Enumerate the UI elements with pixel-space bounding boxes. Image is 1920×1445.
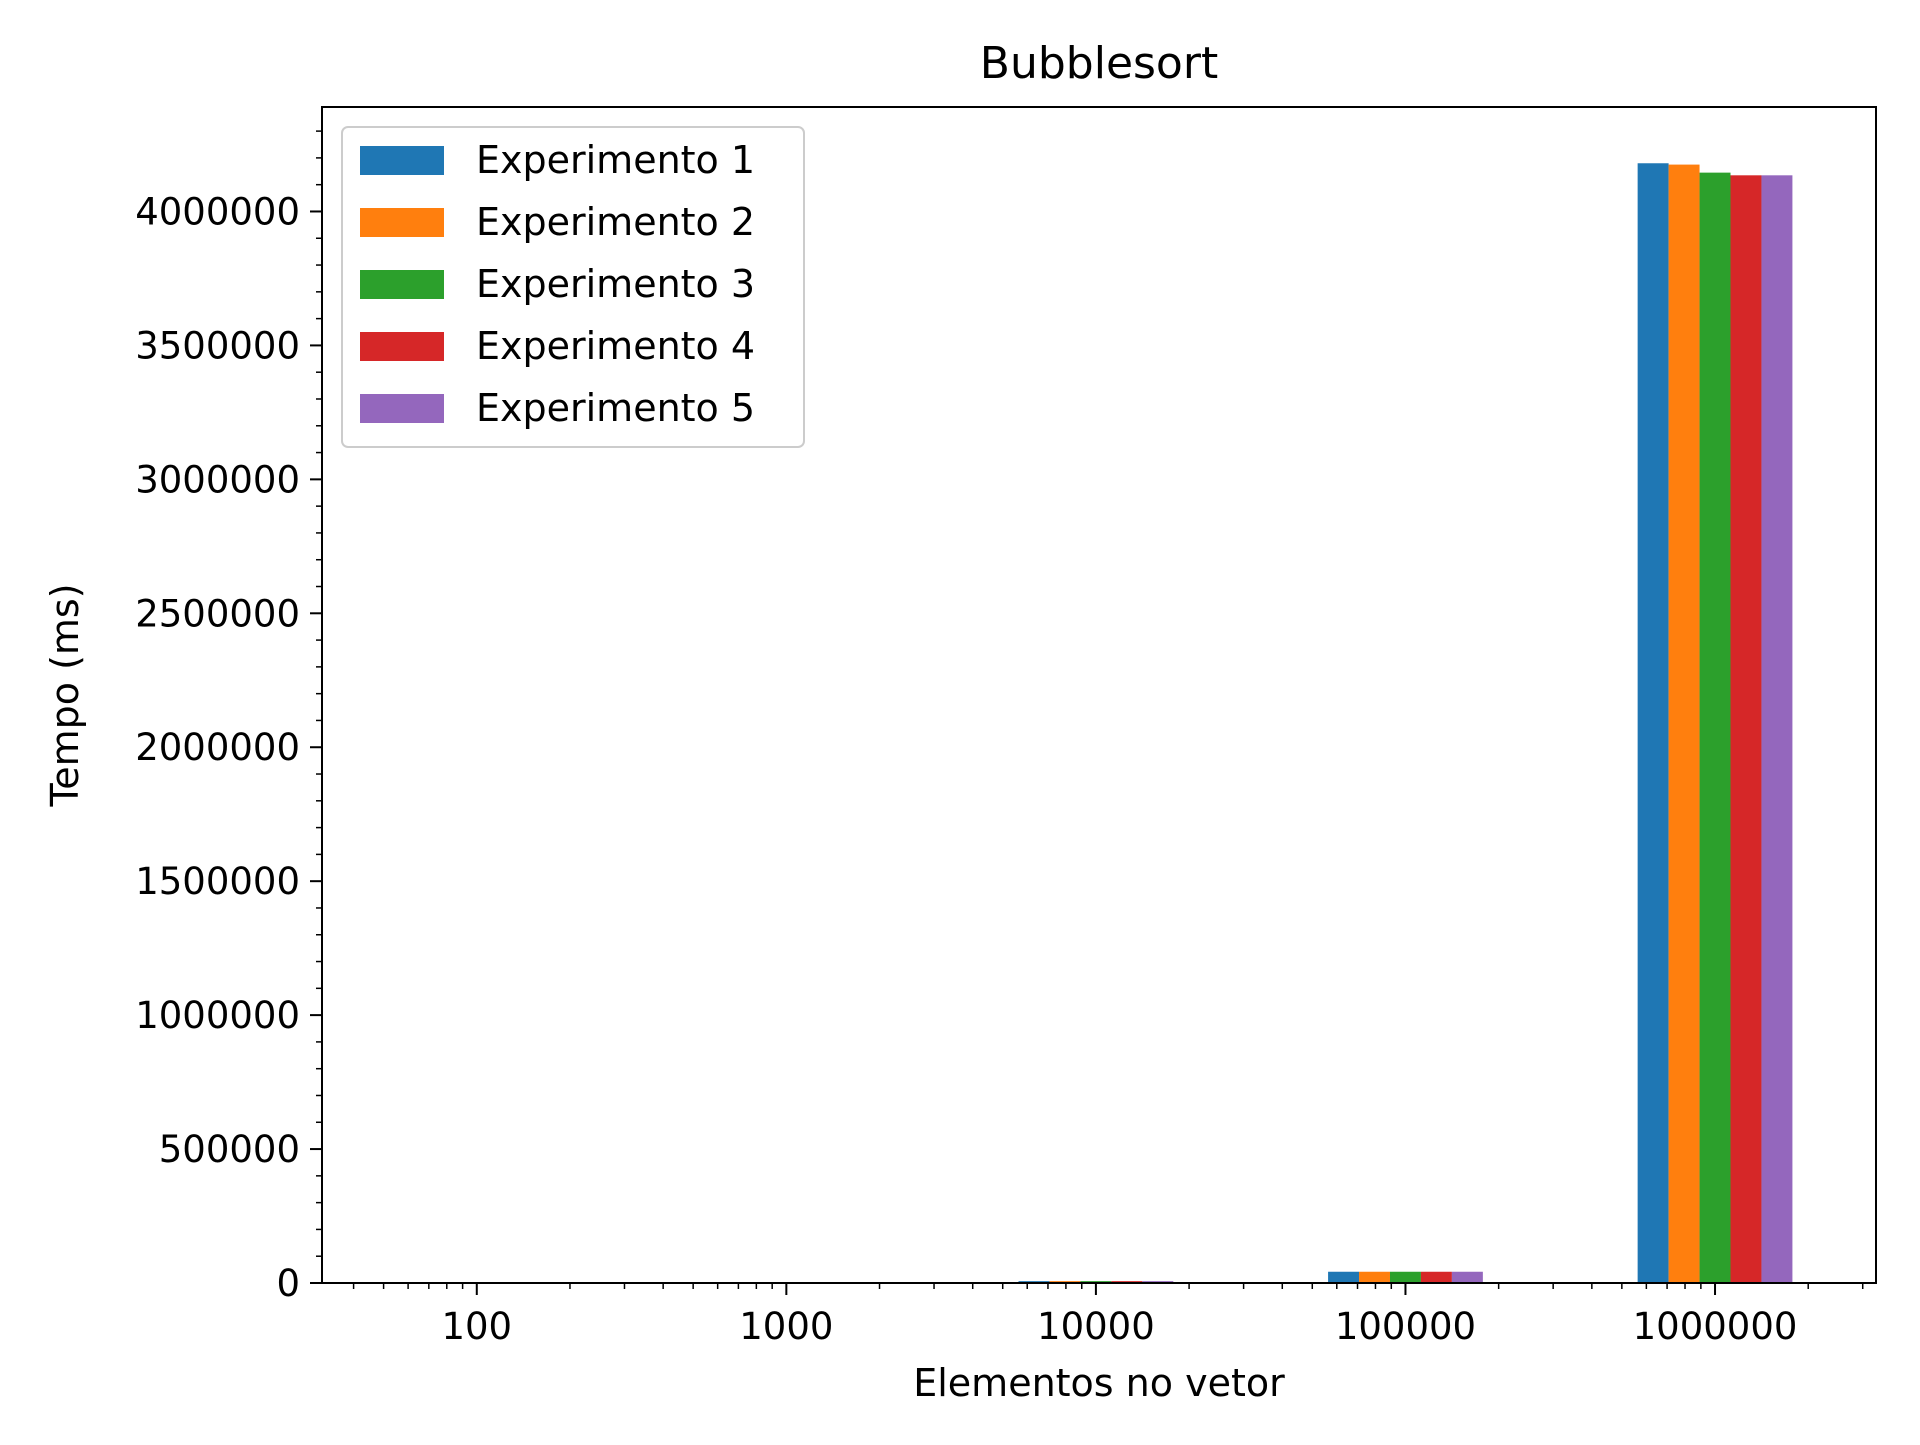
legend-swatch-1 — [360, 146, 444, 175]
bar-100000-series-4 — [1421, 1272, 1452, 1283]
y-tick-label: 3000000 — [135, 458, 300, 501]
x-tick-label: 1000 — [739, 1305, 833, 1348]
y-tick-label: 500000 — [159, 1128, 300, 1171]
y-axis-label: Tempo (ms) — [43, 583, 87, 807]
bar-1000000-series-5 — [1761, 175, 1792, 1283]
y-tick-label: 3500000 — [135, 324, 300, 367]
y-tick-label: 1500000 — [135, 860, 300, 903]
y-tick-label: 2000000 — [135, 726, 300, 769]
legend-label-1: Experimento 1 — [476, 138, 755, 182]
x-tick-label: 1000000 — [1633, 1305, 1798, 1348]
x-tick-label: 100000 — [1335, 1305, 1476, 1348]
legend-label-3: Experimento 3 — [476, 262, 755, 306]
bar-1000000-series-4 — [1731, 175, 1762, 1283]
legend: Experimento 1 Experimento 2 Experimento 3 E… — [342, 127, 804, 447]
chart-title: Bubblesort — [980, 38, 1218, 89]
y-tick-label: 4000000 — [135, 190, 300, 233]
y-tick-label: 1000000 — [135, 994, 300, 1037]
bar-100000-series-2 — [1359, 1272, 1390, 1283]
bar-1000000-series-3 — [1700, 173, 1731, 1283]
bar-100000-series-5 — [1452, 1272, 1483, 1283]
legend-swatch-2 — [360, 208, 444, 237]
legend-label-4: Experimento 4 — [476, 324, 755, 368]
bar-100000-series-1 — [1328, 1272, 1359, 1283]
legend-label-5: Experimento 5 — [476, 386, 755, 430]
legend-swatch-3 — [360, 270, 444, 299]
legend-label-2: Experimento 2 — [476, 200, 755, 244]
x-tick-label: 100 — [441, 1305, 512, 1348]
y-tick-label: 0 — [276, 1262, 300, 1305]
legend-swatch-4 — [360, 332, 444, 361]
y-tick-label: 2500000 — [135, 592, 300, 635]
x-tick-label: 10000 — [1037, 1305, 1155, 1348]
bar-1000000-series-1 — [1638, 163, 1669, 1283]
bar-100000-series-3 — [1390, 1272, 1421, 1283]
legend-swatch-5 — [360, 394, 444, 423]
x-axis-label: Elementos no vetor — [913, 1361, 1285, 1405]
bar-1000000-series-2 — [1669, 165, 1700, 1283]
